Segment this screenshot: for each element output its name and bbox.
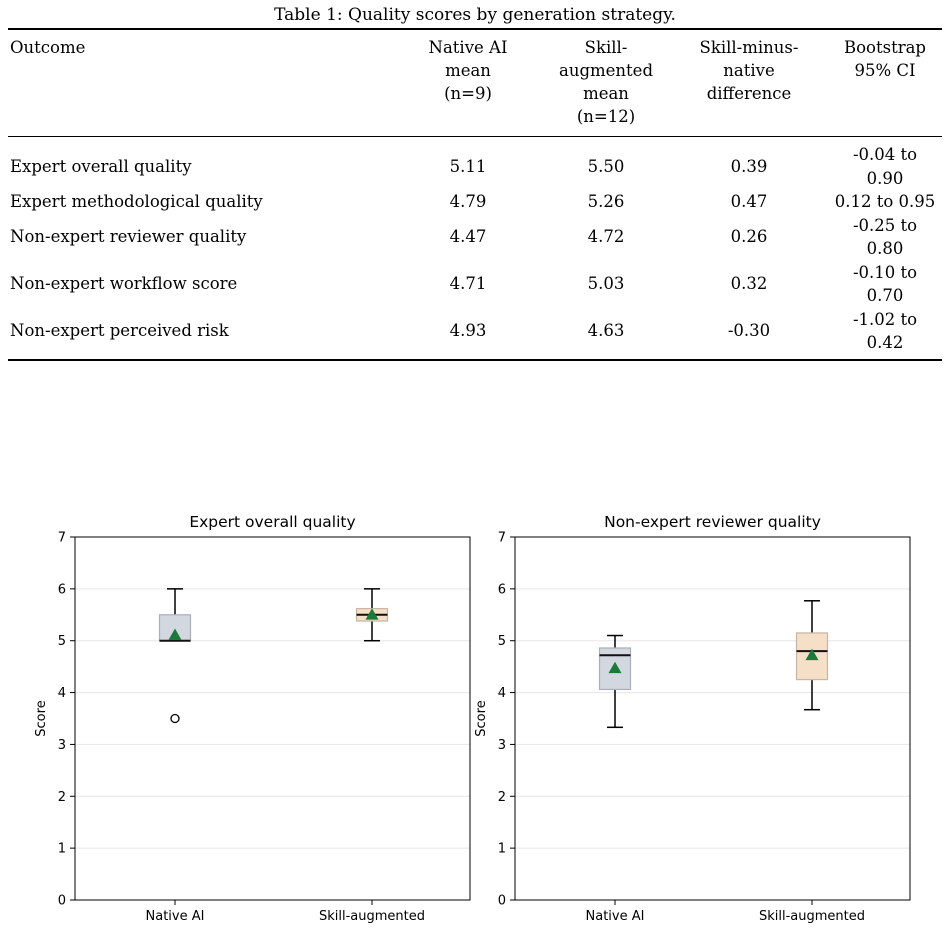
x-tick-label: Skill-augmented [319, 909, 425, 924]
y-tick-label: 7 [498, 531, 506, 546]
cell-ci: 0.12 to 0.95 [834, 192, 936, 211]
cell-ci: -0.25 to 0.80 [852, 215, 918, 259]
axes-frame [74, 536, 471, 901]
y-tick-label: 5 [498, 634, 506, 649]
boxplot-svg: 0 1 2 3 4 5 6 7 Native AI Skill-augmented Expert o… [34, 513, 471, 924]
cell-outcome: Expert methodological quality [10, 192, 263, 211]
header-outcome: Outcome [8, 29, 394, 137]
header-difference: Skill-minus- native difference [670, 29, 828, 137]
y-tick-label: 6 [498, 582, 506, 597]
y-tick-label: 5 [58, 634, 66, 649]
axes-frame [514, 536, 911, 901]
table-row: Non-expert workflow score 4.71 5.03 0.32… [8, 261, 942, 308]
y-tick-label: 3 [498, 738, 506, 753]
boxplot-svg: 0 1 2 3 4 5 6 7 Native AI Skill-augmented Non-expe… [474, 513, 911, 924]
y-tick-label: 4 [498, 686, 506, 701]
y-tick-label: 7 [58, 531, 66, 546]
cell-native-mean: 5.11 [449, 156, 487, 176]
cell-skill-mean: 5.26 [587, 192, 625, 211]
table-row: Non-expert reviewer quality 4.47 4.72 0.… [8, 214, 942, 261]
header-skill-mean: Skill- augmented mean (n=12) [542, 29, 670, 137]
y-tick-label: 4 [58, 686, 66, 701]
cell-difference: 0.32 [730, 274, 768, 294]
y-tick-label: 0 [498, 894, 506, 909]
cell-native-mean: 4.79 [449, 192, 487, 211]
cell-outcome: Expert overall quality [10, 156, 192, 176]
cell-skill-mean: 4.72 [587, 227, 625, 247]
y-tick-label: 6 [58, 582, 66, 597]
cell-native-mean: 4.47 [449, 227, 487, 247]
cell-native-mean: 4.71 [449, 274, 487, 294]
cell-difference: -0.30 [727, 321, 771, 341]
y-axis-label: Score [474, 700, 489, 736]
mean-marker [805, 648, 819, 661]
y-tick-label: 3 [58, 738, 66, 753]
cell-outcome: Non-expert reviewer quality [10, 227, 247, 247]
x-tick-label: Native AI [586, 909, 645, 924]
y-tick-label: 2 [498, 790, 506, 805]
table-row: Expert overall quality 5.11 5.50 0.39 -0… [8, 137, 942, 191]
chart-title: Expert overall quality [189, 513, 355, 531]
mean-marker [365, 608, 379, 620]
boxplot-expert-overall: 0 1 2 3 4 5 6 7 Native AI Skill-augmented Expert o… [0, 505, 474, 930]
chart-title: Non-expert reviewer quality [604, 513, 821, 531]
cell-skill-mean: 5.50 [587, 156, 625, 176]
table-header-row: Outcome Native AI mean (n=9) Skill- augm… [8, 29, 942, 137]
outlier-point [170, 713, 180, 724]
table-row: Expert methodological quality 4.79 5.26 … [8, 190, 942, 214]
table-caption: Table 1: Quality scores by generation st… [274, 5, 676, 25]
mean-marker [608, 661, 622, 674]
results-table: Outcome Native AI mean (n=9) Skill- augm… [8, 28, 942, 361]
x-tick-label: Skill-augmented [759, 909, 865, 924]
cell-outcome: Non-expert perceived risk [10, 321, 229, 341]
cell-ci: -0.10 to 0.70 [852, 262, 918, 306]
cell-ci: -0.04 to 0.90 [852, 145, 918, 188]
boxplot-nonexpert-reviewer: 0 1 2 3 4 5 6 7 Native AI Skill-augmented Non-expe… [440, 505, 914, 930]
results-table-section: Table 1: Quality scores by generation st… [8, 0, 942, 361]
y-tick-label: 0 [58, 894, 66, 909]
y-tick-label: 1 [58, 842, 66, 857]
cell-skill-mean: 4.63 [587, 321, 625, 341]
cell-ci: -1.02 to 0.42 [852, 309, 918, 353]
cell-skill-mean: 5.03 [587, 274, 625, 294]
table-row: Non-expert perceived risk 4.93 4.63 -0.3… [8, 308, 942, 360]
y-tick-label: 2 [58, 790, 66, 805]
cell-native-mean: 4.93 [449, 321, 487, 341]
x-tick-label: Native AI [146, 909, 205, 924]
y-tick-label: 1 [498, 842, 506, 857]
cell-outcome: Non-expert workflow score [10, 274, 238, 294]
cell-difference: 0.39 [730, 156, 768, 176]
mean-marker [168, 628, 182, 640]
cell-difference: 0.26 [730, 227, 768, 247]
y-axis-label: Score [34, 700, 49, 736]
header-native-mean: Native AI mean (n=9) [394, 29, 542, 137]
cell-difference: 0.47 [730, 192, 768, 211]
header-bootstrap-ci: Bootstrap 95% CI [828, 29, 942, 137]
